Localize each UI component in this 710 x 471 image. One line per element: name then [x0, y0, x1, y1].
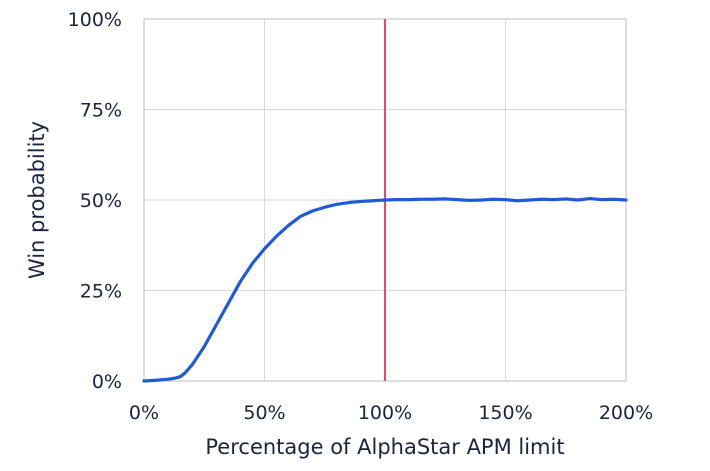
y-tick-label: 50% — [80, 190, 122, 212]
x-tick-label: 50% — [243, 402, 285, 424]
y-tick-label: 75% — [80, 100, 122, 122]
y-tick-label: 0% — [92, 371, 122, 393]
x-axis-ticks: 0% 50% 100% 150% 200% — [129, 402, 653, 424]
x-tick-label: 150% — [478, 402, 532, 424]
x-axis-title: Percentage of AlphaStar APM limit — [205, 435, 564, 459]
series-lines — [142, 196, 628, 383]
x-tick-label: 100% — [358, 402, 412, 424]
y-tick-label: 100% — [68, 9, 122, 31]
y-axis-title: Win probability — [25, 121, 49, 279]
y-tick-label: 25% — [80, 281, 122, 303]
y-axis-ticks: 0% 25% 50% 75% 100% — [68, 9, 122, 393]
series-line-0 — [142, 196, 628, 383]
x-tick-label: 0% — [129, 402, 159, 424]
x-tick-label: 200% — [599, 402, 653, 424]
